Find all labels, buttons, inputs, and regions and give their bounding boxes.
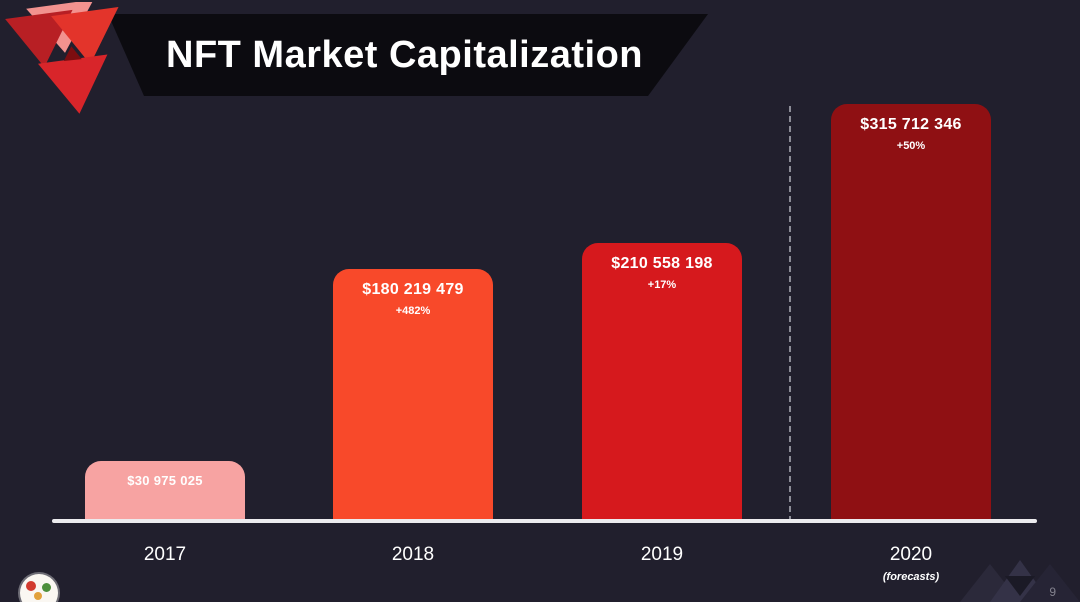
- bar-value-label: $210 558 198: [611, 255, 713, 272]
- bar-2018: $180 219 479 +482%: [333, 269, 493, 519]
- watermark-dot: [42, 583, 51, 592]
- x-tick-2019: 2019: [640, 544, 684, 565]
- bar-2019: $210 558 198 +17%: [582, 243, 742, 519]
- page-title: NFT Market Capitalization: [166, 33, 643, 76]
- bar-value-label: $180 219 479: [362, 281, 464, 298]
- x-axis-line: [52, 519, 1037, 523]
- watermark-dot: [34, 592, 42, 600]
- bar-growth-label: +17%: [647, 279, 677, 291]
- watermark-logo-icon: [20, 574, 58, 602]
- x-tick-2018: 2018: [391, 544, 435, 565]
- brand-triangles-logo-icon: [5, 2, 119, 114]
- watermark-dot: [26, 581, 36, 591]
- bar-value-label: $30 975 025: [127, 473, 203, 488]
- bar-growth-label: +482%: [395, 305, 431, 317]
- corner-triangles-icon: [960, 560, 1080, 602]
- x-tick-2017: 2017: [143, 544, 187, 565]
- header-banner: NFT Market Capitalization: [108, 14, 708, 96]
- x-tick-2020: 2020: [889, 544, 933, 565]
- bar-2020: $315 712 346 +50%: [831, 104, 991, 519]
- page-number: 9: [1049, 585, 1056, 599]
- forecast-note: (forecasts): [882, 571, 940, 583]
- bar-2017: $30 975 025: [85, 461, 245, 519]
- forecast-separator-line: [789, 106, 791, 522]
- bar-value-label: $315 712 346: [860, 116, 962, 133]
- bar-growth-label: +50%: [896, 140, 926, 152]
